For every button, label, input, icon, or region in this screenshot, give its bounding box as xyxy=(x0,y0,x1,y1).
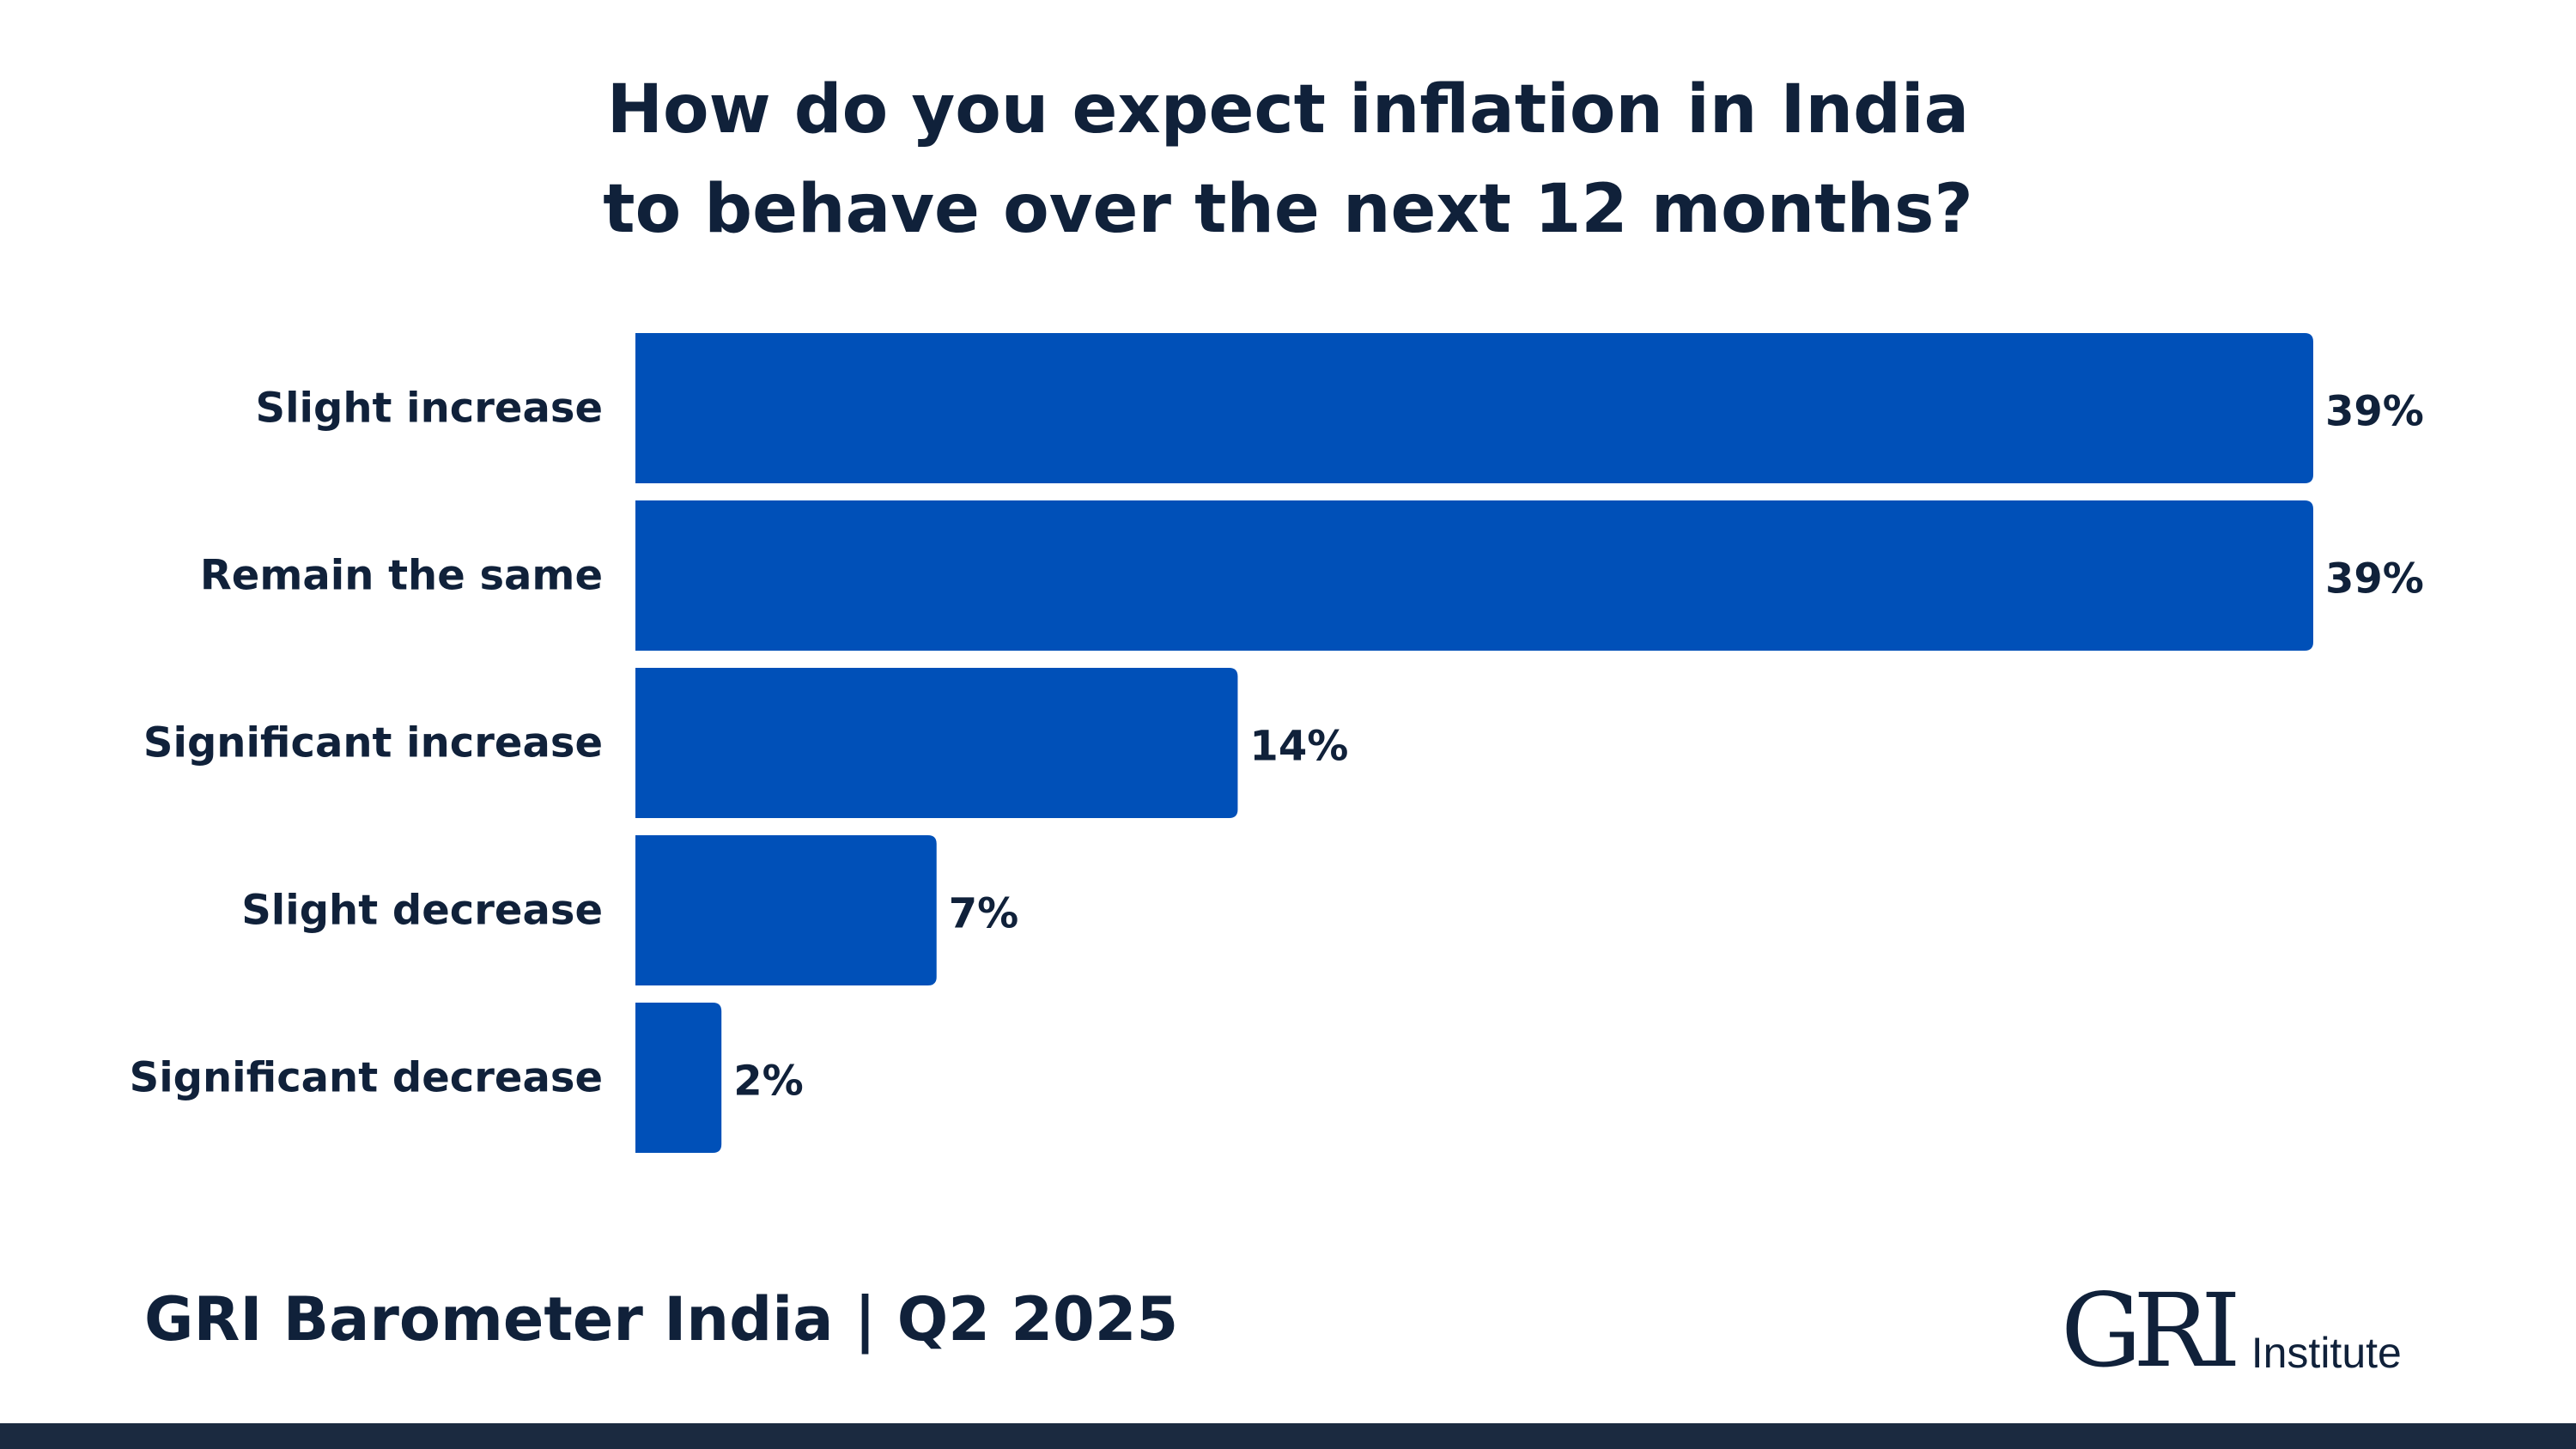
value-label-significant-decrease: 2% xyxy=(733,1058,804,1106)
chart-title-line-2: to behave over the next 12 months? xyxy=(603,171,1973,248)
value-label-significant-increase: 14% xyxy=(1249,723,1348,771)
category-label-slight-increase: Slight increase xyxy=(256,385,603,433)
bar-significant-decrease xyxy=(635,1003,722,1153)
chart-title-line-1: How do you expect inflation in India xyxy=(606,71,1970,149)
bar-remain-the-same xyxy=(635,500,2313,651)
bottom-bar xyxy=(0,1423,2576,1449)
category-label-significant-increase: Significant increase xyxy=(143,719,603,767)
gri-logo-text: Institute xyxy=(2251,1329,2402,1377)
footer-title: GRI Barometer India | Q2 2025 xyxy=(144,1284,1179,1355)
category-label-slight-decrease: Slight decrease xyxy=(241,887,603,935)
bar-significant-increase xyxy=(635,668,1238,818)
gri-institute-logo: GRI Institute xyxy=(2061,1271,2402,1390)
value-label-slight-decrease: 7% xyxy=(949,890,1019,938)
chart-title: How do you expect inflation in India to … xyxy=(0,60,2576,259)
bar-slight-decrease xyxy=(635,835,937,985)
gri-logo-mark: GRI xyxy=(2061,1271,2241,1390)
value-label-slight-increase: 39% xyxy=(2325,388,2424,436)
bar-slight-increase xyxy=(635,333,2313,483)
value-label-remain-the-same: 39% xyxy=(2325,555,2424,603)
category-label-remain-the-same: Remain the same xyxy=(200,552,603,600)
category-label-significant-decrease: Significant decrease xyxy=(130,1054,603,1102)
